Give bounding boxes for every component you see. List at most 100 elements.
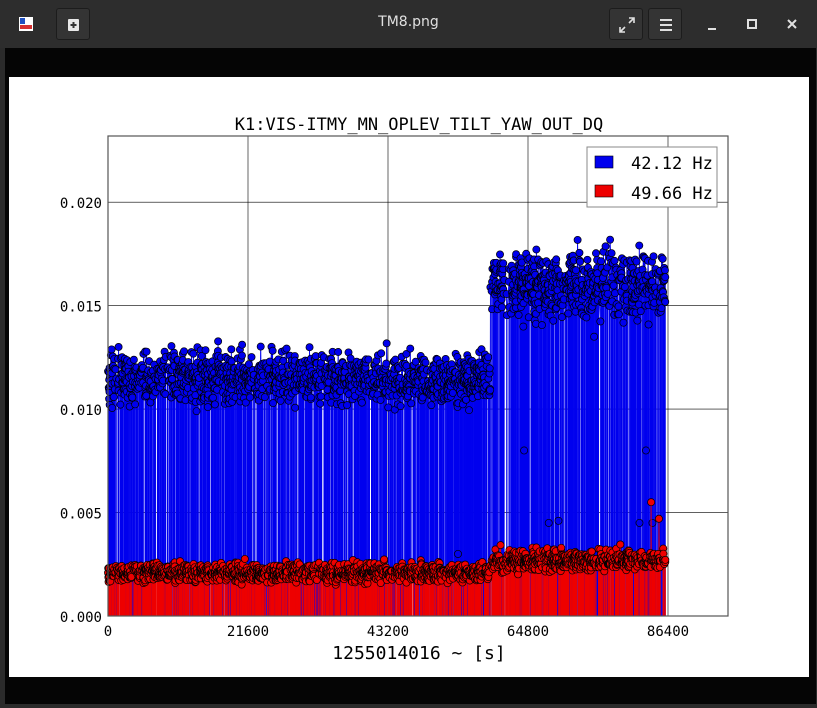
series-0-point xyxy=(549,316,558,325)
series-0-point xyxy=(644,320,653,329)
series-0-point xyxy=(116,400,125,409)
series-0-point xyxy=(484,353,493,362)
series-0-point xyxy=(161,390,170,399)
series-0-point xyxy=(269,399,278,408)
series-0-point xyxy=(382,339,391,348)
series-0-point xyxy=(192,407,201,416)
series-0-point xyxy=(256,342,265,351)
series-0-point xyxy=(620,283,629,291)
chart: K1:VIS-ITMY_MN_OPLEV_TILT_YAW_OUT_DQ 0 21… xyxy=(60,115,729,664)
series-0-point xyxy=(260,393,269,402)
hamburger-menu-icon xyxy=(660,19,672,31)
series-0-point xyxy=(499,259,508,268)
series-0-point xyxy=(658,254,667,263)
series-0-point xyxy=(661,297,670,306)
series-0-point xyxy=(611,289,619,298)
series-0-point xyxy=(291,403,300,412)
series-0-point xyxy=(203,403,212,412)
app-menu-button[interactable] xyxy=(9,8,43,40)
series-0-point xyxy=(246,393,254,402)
series-0-point xyxy=(614,302,623,311)
series-0-point xyxy=(635,241,644,250)
series-0-point xyxy=(209,393,217,402)
series-0-point xyxy=(108,403,117,412)
series-0-point xyxy=(558,313,566,322)
series-0-point xyxy=(601,242,610,251)
series-0-point xyxy=(317,392,325,401)
series-0-point xyxy=(276,396,285,405)
series-0-point xyxy=(357,398,366,407)
series-0-point xyxy=(554,516,563,525)
series-0-point xyxy=(131,400,140,409)
series-0-point xyxy=(532,245,541,254)
series-0-point xyxy=(537,321,546,330)
series-0-point xyxy=(486,386,495,395)
series-0-point xyxy=(128,393,137,402)
series-0-point xyxy=(343,401,352,410)
series-0-point xyxy=(454,549,462,558)
series-0-point xyxy=(418,393,427,402)
series-0-point xyxy=(597,257,606,266)
series-0-point xyxy=(649,252,658,261)
series-0-point xyxy=(635,518,644,527)
series-0-point xyxy=(610,256,619,265)
series-0-point xyxy=(485,364,494,373)
series-0-point xyxy=(609,281,618,290)
series-0-point xyxy=(411,357,420,366)
series-0-point xyxy=(305,343,314,352)
series-0-point xyxy=(421,358,430,367)
series-0-point xyxy=(396,402,405,410)
series-0-point xyxy=(648,518,657,527)
series-0-point xyxy=(210,400,219,409)
series-0-point xyxy=(582,313,591,322)
window-titlebar: TM8.png xyxy=(0,0,817,48)
series-0-point xyxy=(661,273,670,282)
minimize-button[interactable] xyxy=(695,8,729,40)
new-document-button[interactable] xyxy=(56,8,90,40)
series-0-point xyxy=(364,355,373,364)
series-0-point xyxy=(214,337,223,346)
series-0-point xyxy=(497,303,506,312)
series-0-point xyxy=(316,399,325,408)
series-0-point xyxy=(377,349,386,358)
series-0-point xyxy=(544,518,553,527)
maximize-button[interactable] xyxy=(735,8,769,40)
series-0-point xyxy=(201,346,210,355)
series-0-point xyxy=(606,235,615,244)
series-0-point xyxy=(632,257,641,266)
series-0-point xyxy=(619,318,628,327)
series-0-point xyxy=(402,349,411,358)
series-0-point xyxy=(238,340,247,349)
series-0-point xyxy=(607,249,616,258)
series-0-point xyxy=(575,248,584,257)
series-0-point xyxy=(590,332,599,341)
series-0-point xyxy=(592,249,600,258)
series-0-point xyxy=(334,348,343,356)
series-layer xyxy=(104,235,670,616)
series-0-point xyxy=(514,311,523,319)
series-0-point xyxy=(583,255,592,264)
fullscreen-button[interactable] xyxy=(609,8,643,40)
series-0-point xyxy=(571,266,580,275)
series-0-point xyxy=(168,375,177,384)
series-0-point xyxy=(552,255,561,264)
series-0-point xyxy=(180,347,188,356)
fullscreen-icon xyxy=(619,17,635,33)
series-0-point xyxy=(633,316,642,325)
series-0-point xyxy=(564,309,573,318)
new-document-icon xyxy=(68,19,79,31)
window-title: TM8.png xyxy=(378,14,439,30)
close-button[interactable] xyxy=(775,8,809,40)
series-0-point xyxy=(519,322,528,331)
series-0-point xyxy=(407,399,416,408)
series-0-point xyxy=(614,310,623,319)
chart-title: K1:VIS-ITMY_MN_OPLEV_TILT_YAW_OUT_DQ xyxy=(235,115,603,135)
series-0-point xyxy=(129,355,138,364)
series-0-point xyxy=(391,355,400,364)
series-0-point xyxy=(576,257,585,266)
series-0-point xyxy=(189,349,198,358)
series-0-point xyxy=(382,359,391,368)
series-0-point xyxy=(596,317,605,326)
menu-button[interactable] xyxy=(648,8,682,40)
series-0-point xyxy=(142,347,151,356)
